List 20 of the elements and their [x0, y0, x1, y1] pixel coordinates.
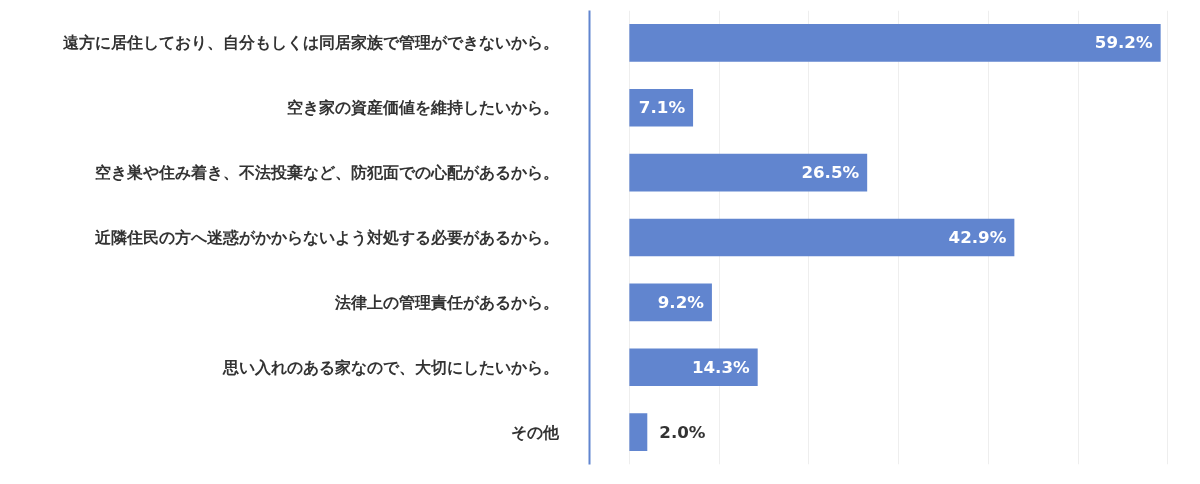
bar [629, 413, 648, 451]
bar [629, 153, 868, 192]
data-label: 14.3% [691, 357, 750, 377]
data-label: 7.1% [638, 98, 686, 118]
y-tick-label: 遠方に居住しており、自分もしくは同居家族で管理ができないから。 [61, 33, 559, 53]
y-tick-label: 法律上の管理責任があるから。 [333, 293, 559, 312]
y-tick-label: 近隣住民の方へ迷惑がかからないよう対処する必要があるから。 [93, 228, 559, 247]
data-label: 9.2% [657, 292, 705, 312]
bar [629, 218, 1015, 257]
bar [629, 88, 694, 127]
y-tick-label: 空き巣や住み着き、不法投棄など、防犯面での心配があるから。 [94, 163, 559, 183]
y-tick-label: 空き家の資産価値を維持したいから。 [286, 98, 559, 118]
data-label: 42.9% [948, 228, 1007, 247]
y-tick-label: その他 [510, 423, 560, 442]
bar [629, 348, 758, 387]
data-label: 26.5% [801, 163, 860, 183]
data-label: 59.2% [1094, 33, 1153, 53]
data-label: 2.0% [659, 422, 706, 442]
bar [629, 24, 1161, 62]
y-tick-label: 思い入れのある家なので、大切にしたいから。 [221, 357, 559, 377]
